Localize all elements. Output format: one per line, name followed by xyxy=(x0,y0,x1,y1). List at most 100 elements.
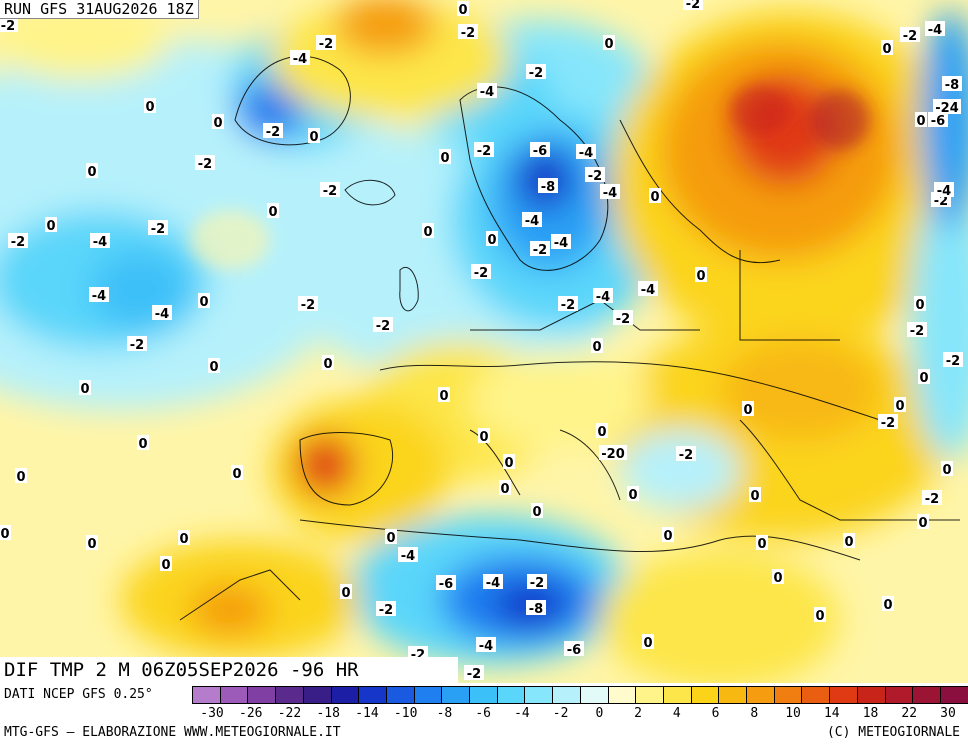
contour-label-bg xyxy=(922,490,942,505)
contour-label-bg xyxy=(814,607,826,622)
contour-label: -2 xyxy=(533,243,547,258)
variable-title: DIF TMP 2 M 06Z05SEP2026 -96 HR xyxy=(0,657,458,683)
contour-label: 0 xyxy=(696,269,705,284)
contour-label-bg xyxy=(89,287,109,302)
colorbar-swatch xyxy=(913,687,941,703)
contour-label-bg xyxy=(894,397,906,412)
contour-label-bg xyxy=(137,435,149,450)
contour-label: -4 xyxy=(603,186,617,201)
footer-credits: MTG-GFS — ELABORAZIONE WWW.METEOGIORNALE… xyxy=(4,725,341,740)
contour-label: 0 xyxy=(458,3,467,18)
contour-label: 0 xyxy=(592,340,601,355)
colorbar-tick-label: 6 xyxy=(711,706,720,721)
data-source: DATI NCEP GFS 0.25° xyxy=(4,687,153,702)
contour-label: -4 xyxy=(93,235,107,250)
colorbar-swatch xyxy=(580,687,609,703)
contour-label: -6 xyxy=(533,144,547,159)
contour-label: 0 xyxy=(663,529,672,544)
contour-label-bg xyxy=(627,486,639,501)
colorbar-tick-label: 22 xyxy=(901,706,918,721)
contour-label: 0 xyxy=(773,571,782,586)
contour-label: -2 xyxy=(130,338,144,353)
contour-label-bg xyxy=(0,525,11,540)
contour-label: -2 xyxy=(11,235,25,250)
contour-label: -2 xyxy=(467,667,481,682)
contour-label: -2 xyxy=(529,66,543,81)
contour-label-bg xyxy=(742,401,754,416)
contour-label-bg xyxy=(436,575,456,590)
contour-label: -4 xyxy=(596,290,610,305)
contour-label-bg xyxy=(208,358,220,373)
contour-label-bg xyxy=(267,203,279,218)
contour-label: -2 xyxy=(474,266,488,281)
contour-label: 0 xyxy=(341,586,350,601)
contour-label: 0 xyxy=(309,130,318,145)
colorbar-swatch xyxy=(774,687,803,703)
footer-copyright: (C) METEOGIORNALE xyxy=(826,725,960,740)
contour-label: 0 xyxy=(844,535,853,550)
colorbar-swatch xyxy=(940,687,968,703)
contour-label-bg xyxy=(526,64,546,79)
contour-label-bg xyxy=(649,188,661,203)
colorbar-swatch xyxy=(442,687,471,703)
colorbar-tick-label: -2 xyxy=(552,706,569,721)
contour-label: 0 xyxy=(386,531,395,546)
contour-label: 0 xyxy=(597,425,606,440)
contour-label-bg xyxy=(471,264,491,279)
contour-label-bg xyxy=(638,281,658,296)
contour-label: -2 xyxy=(198,157,212,172)
contour-label: -4 xyxy=(525,214,539,229)
contour-label-bg xyxy=(907,322,927,337)
contour-label-bg xyxy=(749,487,761,502)
colorbar-tick-label: 0 xyxy=(595,706,604,721)
colorbar-tick-label: 10 xyxy=(785,706,801,721)
contour-label-bg xyxy=(613,310,633,325)
contour-label: -6 xyxy=(439,577,453,592)
contour-label: -2 xyxy=(319,37,333,52)
contour-label-bg xyxy=(558,296,578,311)
contour-label-bg xyxy=(340,584,352,599)
colorbar-swatch xyxy=(608,687,637,703)
contour-label: 0 xyxy=(439,389,448,404)
contour-label: -2 xyxy=(910,324,924,339)
contour-label: 0 xyxy=(604,37,613,52)
contour-label-bg xyxy=(198,293,210,308)
contour-label-bg xyxy=(152,305,172,320)
contour-label: 0 xyxy=(145,100,154,115)
run-label: RUN GFS 31AUG2026 18Z xyxy=(0,0,199,19)
contour-label-bg xyxy=(290,50,310,65)
contour-label-bg xyxy=(160,556,172,571)
colorbar-swatch xyxy=(220,687,249,703)
contour-label-bg xyxy=(464,665,484,680)
contour-label-bg xyxy=(538,178,558,193)
colorbar-tick-label: -26 xyxy=(238,706,263,721)
contour-label: -4 xyxy=(486,576,500,591)
contour-label: -4 xyxy=(480,85,494,100)
colorbar-tick-label: -10 xyxy=(393,706,418,721)
contour-label-bg xyxy=(90,233,110,248)
contour-label-bg xyxy=(900,27,920,42)
contour-label: 0 xyxy=(916,114,925,129)
contour-label: 0 xyxy=(918,516,927,531)
contour-label-bg xyxy=(925,21,945,36)
contour-label-bg xyxy=(308,128,320,143)
contour-label: -2 xyxy=(151,222,165,237)
colorbar-ticks: -30 -26 -22 -18 -14 -10 -8 -6 -4 -2 0 2 4 6 8 10 14 18 22 3… xyxy=(192,706,968,722)
contour-label-bg xyxy=(127,336,147,351)
colorbar-swatch xyxy=(719,687,748,703)
temperature-detail xyxy=(190,85,870,270)
contour-label-bg xyxy=(178,530,190,545)
contour-label-bg xyxy=(551,234,571,249)
colorbar-swatch xyxy=(359,687,387,703)
contour-label-bg xyxy=(373,317,393,332)
contour-label: 0 xyxy=(440,151,449,166)
contour-label: 0 xyxy=(479,430,488,445)
colorbar-swatch xyxy=(553,687,581,703)
contour-label-bg xyxy=(695,267,707,282)
contour-label: 0 xyxy=(209,360,218,375)
colorbar-swatch xyxy=(663,687,692,703)
contour-label-bg xyxy=(503,454,515,469)
contour-label: 0 xyxy=(487,233,496,248)
contour-label-bg xyxy=(439,149,451,164)
contour-label: -2 xyxy=(461,26,475,41)
